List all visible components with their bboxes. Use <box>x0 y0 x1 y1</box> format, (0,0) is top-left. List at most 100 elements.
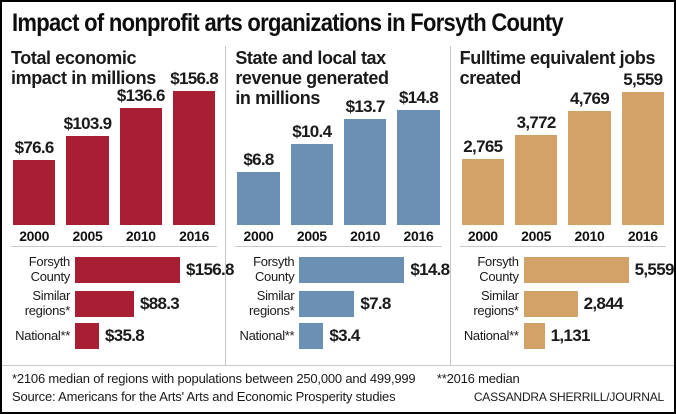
comparison-row-similar: Similar regions* 2,844 <box>460 288 666 318</box>
bar-2005 <box>514 135 558 225</box>
bar-group: 2,765 2000 3,772 2005 4,769 2010 <box>461 70 664 244</box>
bar-value-label: $103.9 <box>63 114 112 133</box>
comparison-row-similar: Similar regions* $7.8 <box>235 288 441 318</box>
bar-value-label: 4,769 <box>569 89 610 108</box>
comparison-chart-tax: Forsyth County $14.8 Similar regions* $7… <box>235 246 450 363</box>
bar-column-2005: 3,772 2005 <box>514 113 558 244</box>
bar-2010 <box>343 119 387 225</box>
comparison-label: Forsyth County <box>477 254 519 284</box>
chart-panels: Total economic impact in millions $76.6 … <box>2 46 674 365</box>
comparison-label: National** <box>239 327 295 343</box>
year-label: 2016 <box>627 228 658 244</box>
bar-value-label: 3,772 <box>516 113 557 132</box>
yearly-chart-economic: Total economic impact in millions $76.6 … <box>11 48 219 244</box>
comparison-label: Forsyth County <box>28 254 71 284</box>
year-label: 2005 <box>296 228 327 244</box>
comparison-label: Similar regions* <box>24 288 71 318</box>
bar-value-label: $156.8 <box>170 69 219 88</box>
comparison-row-similar: Similar regions* $88.3 <box>11 288 217 318</box>
bar-value-label: $76.6 <box>14 138 55 157</box>
bar-value-label: $14.8 <box>398 88 439 107</box>
bar-value-label: $13.7 <box>345 97 386 116</box>
comparison-chart-jobs: Forsyth County 5,559 Similar regions* 2,… <box>459 246 674 363</box>
comparison-bar <box>523 256 629 283</box>
year-label: 2005 <box>521 228 552 244</box>
comparison-bar <box>523 323 545 350</box>
bar-column-2010: 4,769 2010 <box>568 89 611 244</box>
bar-2016 <box>621 92 664 225</box>
bar-2010 <box>568 111 611 225</box>
bar-column-2005: $10.4 2005 <box>290 122 333 244</box>
comparison-value-label: 2,844 <box>583 293 624 313</box>
bar-column-2000: $6.8 2000 <box>237 150 280 244</box>
comparison-row-forsyth: Forsyth County $14.8 <box>235 254 450 284</box>
bar-2010 <box>119 108 162 225</box>
panel-tax-revenue: State and local tax revenue generated in… <box>225 46 450 365</box>
comparison-value-label: $3.4 <box>329 326 360 346</box>
source-line: Source: Americans for the Arts' Arts and… <box>12 389 396 404</box>
footer: *2106 median of regions with populations… <box>2 365 674 412</box>
main-title: Impact of nonprofit arts organizations i… <box>12 9 564 37</box>
comparison-bar <box>523 290 578 317</box>
year-label: 2016 <box>179 228 210 244</box>
comparison-bar <box>75 256 180 283</box>
comparison-bar <box>299 323 324 350</box>
footnote-median: **2016 median <box>436 371 520 386</box>
year-label: 2010 <box>350 228 381 244</box>
comparison-row-forsyth: Forsyth County 5,559 <box>460 254 674 284</box>
comparison-value-label: $156.8 <box>186 259 234 279</box>
comparison-bar <box>299 256 405 283</box>
bar-column-2016: $156.8 2016 <box>170 69 219 244</box>
bar-value-label: 5,559 <box>623 70 663 89</box>
panel-title: Total economic impact in millions <box>11 48 156 89</box>
bar-column-2000: 2,765 2000 <box>461 137 504 244</box>
comparison-label: Similar regions* <box>473 288 519 318</box>
bar-value-label: $136.6 <box>116 86 165 105</box>
comparison-label: National** <box>463 327 519 343</box>
bar-group: $76.6 2000 $103.9 2005 $136.6 2010 <box>13 69 219 244</box>
comparison-value-label: $7.8 <box>360 293 391 313</box>
comparison-row-forsyth: Forsyth County $156.8 <box>11 254 235 284</box>
bar-column-2016: 5,559 2016 <box>621 70 664 244</box>
year-label: 2016 <box>403 228 434 244</box>
bar-2005 <box>290 144 333 225</box>
yearly-chart-tax: State and local tax revenue generated in… <box>235 48 441 244</box>
footnotes: *2106 median of regions with populations… <box>12 371 664 386</box>
comparison-label: Forsyth County <box>253 254 295 284</box>
year-label: 2000 <box>243 228 274 244</box>
comparison-value-label: $35.8 <box>105 326 145 346</box>
bar-2016 <box>397 110 440 225</box>
comparison-row-national: National** $3.4 <box>235 323 441 350</box>
yearly-chart-jobs: Fulltime equivalent jobs created 2,765 2… <box>460 48 666 244</box>
comparison-row-national: National** $35.8 <box>11 323 217 350</box>
masthead: Impact of nonprofit arts organizations i… <box>2 2 674 46</box>
comparison-row-national: National** 1,131 <box>460 323 666 350</box>
bar-column-2000: $76.6 2000 <box>13 138 56 244</box>
bar-2016 <box>172 91 216 225</box>
comparison-value-label: 5,559 <box>634 259 674 279</box>
bar-column-2010: $13.7 2010 <box>343 97 387 244</box>
footnote-regions: *2106 median of regions with populations… <box>12 371 416 386</box>
year-label: 2010 <box>125 228 156 244</box>
panel-title: Fulltime equivalent jobs created <box>459 48 656 89</box>
year-label: 2000 <box>19 228 50 244</box>
comparison-value-label: $88.3 <box>140 293 180 313</box>
bar-value-label: $10.4 <box>292 122 332 141</box>
comparison-label: National** <box>15 327 70 343</box>
year-label: 2010 <box>574 228 605 244</box>
bar-2005 <box>66 136 109 225</box>
bar-column-2010: $136.6 2010 <box>116 86 165 244</box>
comparison-label: Similar regions* <box>249 288 295 318</box>
comparison-bar <box>299 290 355 317</box>
credit-line: CASSANDRA SHERRILL/JOURNAL <box>473 390 664 404</box>
bar-value-label: $6.8 <box>243 150 274 169</box>
bar-column-2016: $14.8 2016 <box>397 88 440 244</box>
bar-group: $6.8 2000 $10.4 2005 $13.7 2010 <box>237 88 440 244</box>
bar-2000 <box>461 159 504 225</box>
bar-2000 <box>237 172 280 225</box>
bar-2000 <box>13 160 56 225</box>
panel-title: State and local tax revenue generated in… <box>235 48 389 109</box>
comparison-bar <box>75 290 134 317</box>
comparison-chart-economic: Forsyth County $156.8 Similar regions* $… <box>11 246 235 363</box>
